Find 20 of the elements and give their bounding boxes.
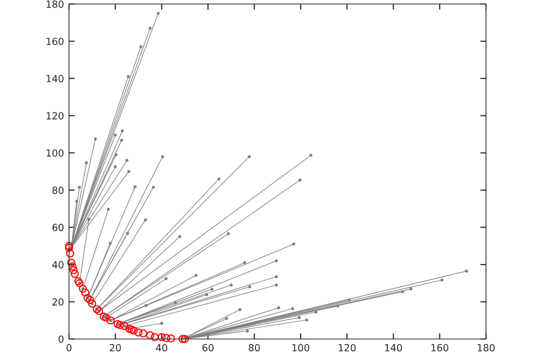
y-tick-label: 140 bbox=[46, 74, 64, 82]
x-tick-label: 140 bbox=[385, 344, 402, 352]
y-tick-label: 120 bbox=[46, 112, 64, 120]
x-tick-label: 160 bbox=[431, 344, 448, 352]
x-tick-label: 180 bbox=[478, 344, 495, 352]
y-tick-label: 0 bbox=[58, 335, 64, 343]
y-tick-label: 180 bbox=[46, 0, 64, 8]
y-tick-label: 20 bbox=[52, 298, 64, 306]
y-tick-label: 160 bbox=[46, 38, 64, 46]
y-tick-label: 60 bbox=[52, 224, 64, 232]
x-tick-label: 20 bbox=[110, 344, 121, 352]
x-tick-label: 120 bbox=[338, 344, 356, 352]
x-tick-label: 100 bbox=[292, 344, 310, 352]
x-tick-label: 80 bbox=[248, 344, 260, 352]
y-tick-label: 80 bbox=[52, 186, 64, 194]
x-tick-label: 0 bbox=[66, 344, 72, 352]
x-tick-label: 60 bbox=[202, 344, 214, 352]
y-tick-label: 100 bbox=[46, 149, 64, 157]
y-tick-label: 40 bbox=[52, 261, 64, 268]
x-tick-label: 40 bbox=[156, 344, 168, 352]
